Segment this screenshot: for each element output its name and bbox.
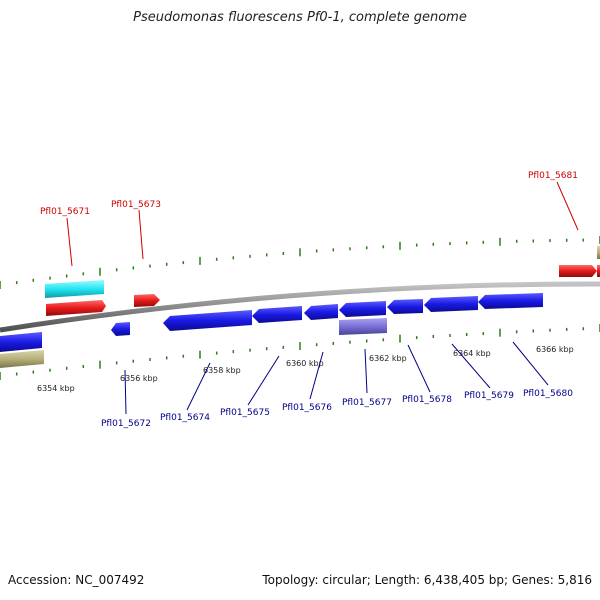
- scale-label: 6354 kbp: [37, 384, 75, 393]
- leader-line: [66, 217, 73, 267]
- gene-label-pfl01-5681[interactable]: Pfl01_5681: [528, 171, 578, 181]
- scale-label: 6364 kbp: [453, 349, 491, 358]
- leader-line: [124, 369, 127, 415]
- gene-pfl01-5681[interactable]: [559, 265, 597, 277]
- gene-label-pfl01-5675[interactable]: Pfl01_5675: [220, 408, 270, 418]
- tick-track-top: [0, 236, 600, 289]
- map-title: Pseudomonas fluorescens Pf0-1, complete …: [133, 10, 467, 25]
- leader-line: [309, 351, 324, 400]
- genome-summary-text: Topology: circular; Length: 6,438,405 bp…: [262, 573, 592, 587]
- gene-right-olive[interactable]: [597, 246, 600, 259]
- gene-label-pfl01-5677[interactable]: Pfl01_5677: [342, 398, 392, 408]
- scale-label: 6366 kbp: [536, 345, 574, 354]
- leader-line: [247, 355, 280, 406]
- gene-pfl01-5671-cyan[interactable]: [45, 280, 104, 298]
- genome-backbone: [0, 281, 600, 333]
- gene-pfl01-5675[interactable]: [252, 306, 302, 323]
- leader-line: [512, 341, 549, 386]
- gene-left-olive[interactable]: [0, 350, 44, 368]
- gene-left-blue[interactable]: [0, 332, 42, 352]
- accession-text: Accession: NC_007492: [8, 573, 145, 587]
- scale-label: 6356 kbp: [120, 374, 158, 383]
- gene-pfl01-5674[interactable]: [163, 310, 252, 331]
- gene-pfl01-5671[interactable]: [46, 300, 106, 316]
- leader-line: [364, 348, 368, 394]
- scale-label: 6360 kbp: [286, 359, 324, 368]
- forward-genes: [45, 246, 600, 316]
- gene-label-pfl01-5671[interactable]: Pfl01_5671: [40, 207, 90, 217]
- scale-label: 6362 kbp: [369, 354, 407, 363]
- gene-pfl01-5680[interactable]: [478, 293, 543, 309]
- leader-line: [186, 362, 211, 411]
- gene-label-pfl01-5678[interactable]: Pfl01_5678: [402, 395, 452, 405]
- gene-label-pfl01-5673[interactable]: Pfl01_5673: [111, 200, 161, 210]
- gene-label-pfl01-5676[interactable]: Pfl01_5676: [282, 403, 332, 413]
- scale-label: 6358 kbp: [203, 366, 241, 375]
- gene-pfl01-5673[interactable]: [134, 294, 160, 307]
- gene-pfl01-5677[interactable]: [339, 301, 386, 317]
- tick-track-bottom: [0, 324, 600, 380]
- gene-label-pfl01-5674[interactable]: Pfl01_5674: [160, 413, 210, 423]
- leader-line: [407, 344, 431, 393]
- top-gene-labels: Pfl01_5671 Pfl01_5673 Pfl01_5681: [40, 171, 579, 267]
- bottom-gene-labels: Pfl01_5672 Pfl01_5674 Pfl01_5675 Pfl01_5…: [101, 341, 573, 429]
- leader-line: [451, 343, 491, 389]
- gene-pfl01-5672[interactable]: [111, 322, 130, 336]
- gene-pfl01-5679[interactable]: [424, 296, 478, 312]
- gene-pfl01-5678[interactable]: [387, 299, 423, 314]
- reverse-genes: [0, 293, 543, 368]
- leader-line: [138, 209, 144, 260]
- gene-label-pfl01-5672[interactable]: Pfl01_5672: [101, 419, 151, 429]
- gene-pfl01-5677-violet[interactable]: [339, 318, 387, 335]
- scale-labels: 6354 kbp 6356 kbp 6358 kbp 6360 kbp 6362…: [37, 345, 574, 393]
- gene-label-pfl01-5680[interactable]: Pfl01_5680: [523, 389, 573, 399]
- leader-line: [556, 181, 579, 231]
- gene-right-red-edge[interactable]: [597, 265, 600, 277]
- gene-label-pfl01-5679[interactable]: Pfl01_5679: [464, 391, 514, 401]
- gene-pfl01-5676[interactable]: [304, 304, 338, 320]
